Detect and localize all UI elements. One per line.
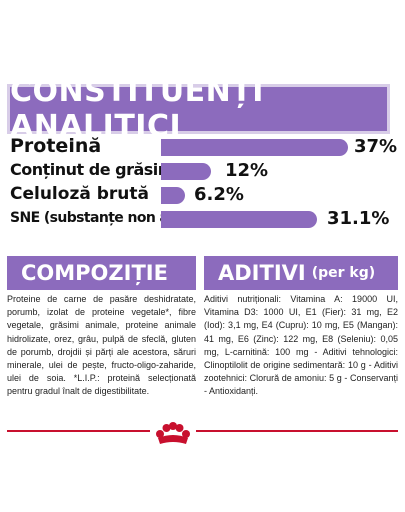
additives-text: Aditivi nutriționali: Vitamina A: 19000 … [204, 294, 398, 397]
additives-title-suffix: (per kg) [311, 265, 376, 281]
divider-right [196, 430, 398, 432]
additives-title: ADITIVI [218, 261, 306, 285]
divider-left [7, 430, 150, 432]
additives-header: ADITIVI (per kg) [204, 256, 398, 290]
composition-header: COMPOZIȚIE [7, 256, 196, 290]
analytic-bar-protein [161, 139, 348, 156]
analytic-label-fiber: Celuloză brută [10, 184, 149, 204]
analytic-value-fiber: 6.2% [194, 184, 244, 205]
composition-text: Proteine de carne de pasăre deshidratate… [7, 294, 196, 397]
brand-crown-logo [156, 422, 190, 444]
composition-title: COMPOZIȚIE [21, 261, 168, 285]
analytic-label-protein: Proteină [10, 135, 102, 157]
analytic-value-fat: 12% [225, 160, 269, 181]
analytic-value-nfe: 31.1% [327, 208, 390, 229]
analytic-bar-fat [161, 163, 211, 180]
analytic-value-protein: 37% [354, 136, 398, 157]
analytics-title-banner: CONSTITUENȚI ANALITICI [7, 74, 390, 144]
analytic-bar-nfe [161, 211, 317, 228]
analytic-bar-fiber [161, 187, 185, 204]
analytic-label-fat: Conținut de grăsimi [10, 160, 179, 179]
analytics-title: CONSTITUENȚI ANALITICI [10, 74, 264, 144]
